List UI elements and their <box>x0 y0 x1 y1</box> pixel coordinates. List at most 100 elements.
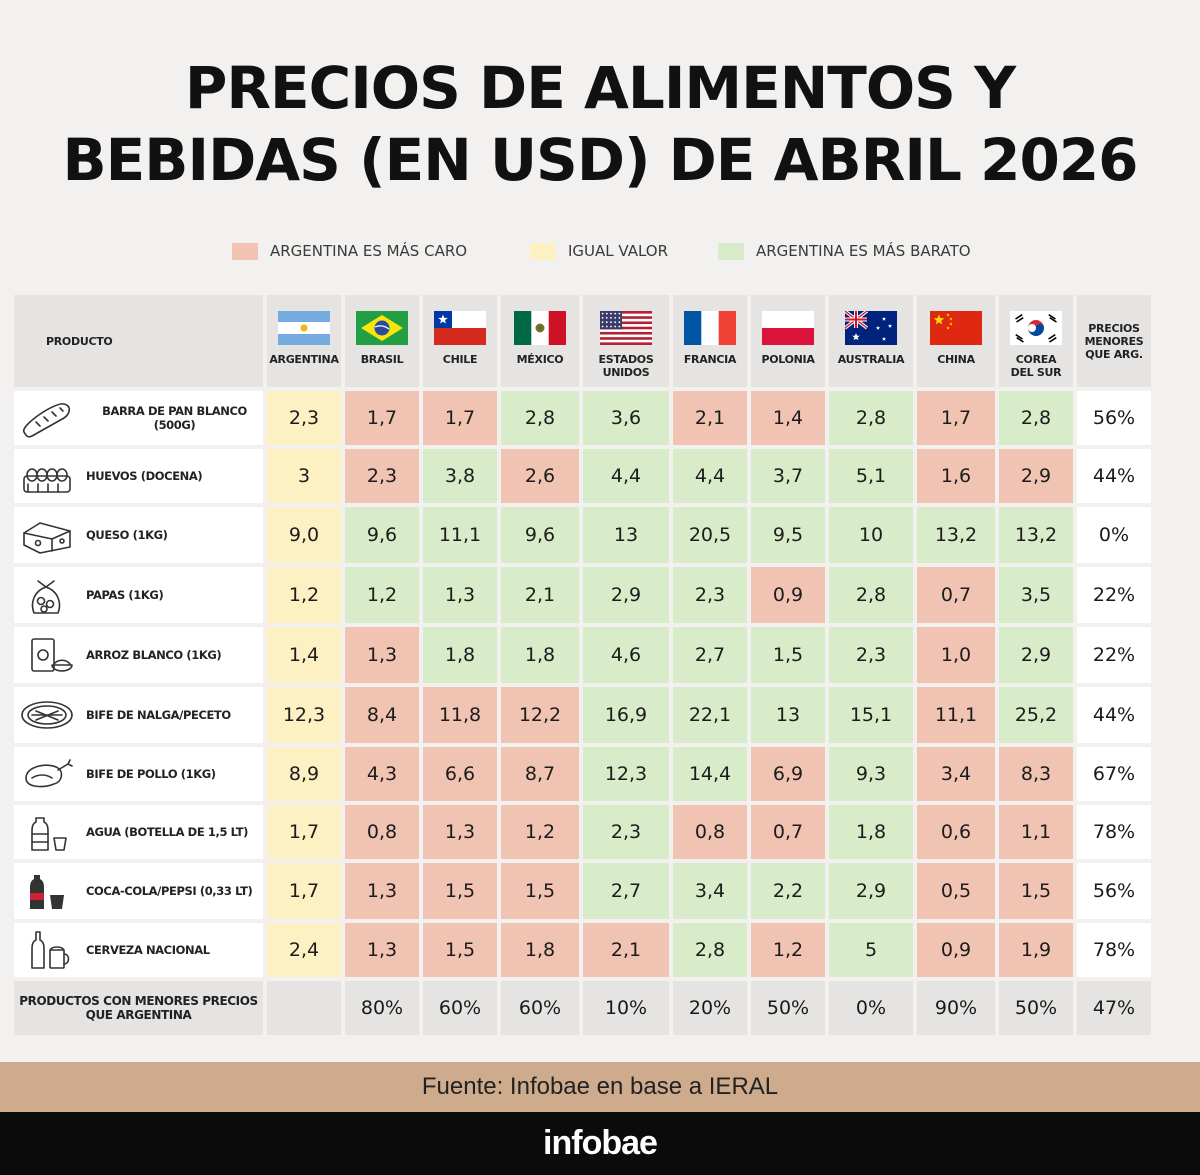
price-cell: 2,8 <box>501 391 579 445</box>
rice-icon <box>31 638 73 672</box>
price-cell: 1,7 <box>267 863 341 919</box>
price-cell: 9,6 <box>501 507 579 563</box>
price-cell: 8,9 <box>267 747 341 801</box>
lower-prices-header: PRECIOS MENORES QUE ARG. <box>1077 295 1151 387</box>
country-name: BRASIL <box>345 353 419 381</box>
country-header-1: BRASIL <box>345 295 419 387</box>
country-name: FRANCIA <box>673 353 747 381</box>
price-cell: 0,9 <box>917 923 995 977</box>
summary-label: PRODUCTOS CON MENORES PRECIOS QUE ARGENTI… <box>14 981 263 1035</box>
price-cell: 1,2 <box>345 567 419 623</box>
legend: ARGENTINA ES MÁS CARO IGUAL VALOR ARGENT… <box>0 238 1200 264</box>
usa-flag <box>600 311 652 345</box>
product-cell-content: HUEVOS (DOCENA) <box>14 454 263 498</box>
price-cell: 8,3 <box>999 747 1073 801</box>
price-cell: 2,8 <box>829 391 913 445</box>
product-cell-content: ARROZ BLANCO (1KG) <box>14 633 263 677</box>
price-cell: 1,2 <box>751 923 825 977</box>
product-cell-content: CERVEZA NACIONAL <box>14 928 263 972</box>
product-cell-content: COCA-COLA/PEPSI (0,33 LT) <box>14 869 263 913</box>
price-cell: 2,9 <box>829 863 913 919</box>
price-cell: 9,6 <box>345 507 419 563</box>
chile-flag <box>434 311 486 345</box>
country-name: MÉXICO <box>501 353 579 381</box>
product-cell-content: QUESO (1KG) <box>14 513 263 557</box>
price-cell: 1,1 <box>999 805 1073 859</box>
price-cell: 1,8 <box>501 627 579 683</box>
product-cell-content: BARRA DE PAN BLANCO (500G) <box>14 396 263 440</box>
summary-cell: 50% <box>751 981 825 1035</box>
summary-row: PRODUCTOS CON MENORES PRECIOS QUE ARGENTI… <box>14 981 1151 1035</box>
summary-cell: 60% <box>423 981 497 1035</box>
poland-flag <box>762 311 814 345</box>
country-header-3: MÉXICO <box>501 295 579 387</box>
price-cell: 13 <box>751 687 825 743</box>
country-header-4: ESTADOS UNIDOS <box>583 295 669 387</box>
price-cell: 2,7 <box>673 627 747 683</box>
product-cell: PAPAS (1KG) <box>14 567 263 623</box>
price-cell: 1,0 <box>917 627 995 683</box>
table-row: PAPAS (1KG) 1,2 1,2 1,3 2,1 2,9 2,3 0,9 2,8 0,7 3,… <box>14 567 1151 623</box>
meat-icon <box>21 701 73 729</box>
price-cell: 11,1 <box>917 687 995 743</box>
price-cell: 2,7 <box>583 863 669 919</box>
product-name: PAPAS (1KG) <box>86 588 164 602</box>
country-name: ARGENTINA <box>267 353 341 381</box>
country-name-line: ARGENTINA <box>269 353 339 366</box>
table-row: BIFE DE POLLO (1KG) 8,9 4,3 6,6 8,7 12,3 14,4 6… <box>14 747 1151 801</box>
argentina-flag <box>278 311 330 345</box>
price-cell: 13 <box>583 507 669 563</box>
product-name: BARRA DE PAN BLANCO (500G) <box>102 404 247 432</box>
source-bar: Fuente: Infobae en base a IERAL <box>0 1062 1200 1112</box>
product-cell: ARROZ BLANCO (1KG) <box>14 627 263 683</box>
table-row: AGUA (BOTELLA DE 1,5 LT) 1,7 0,8 1,3 1,2 2,3 0… <box>14 805 1151 859</box>
legend-item-caro: ARGENTINA ES MÁS CARO <box>232 238 467 264</box>
price-cell: 1,5 <box>501 863 579 919</box>
price-cell: 3,4 <box>917 747 995 801</box>
summary-label-line: QUE ARGENTINA <box>85 1008 192 1022</box>
country-name: CHILE <box>423 353 497 381</box>
product-name: AGUA (BOTELLA DE 1,5 LT) <box>86 825 248 839</box>
price-cell: 2,1 <box>583 923 669 977</box>
price-cell: 1,5 <box>423 863 497 919</box>
price-cell: 2,3 <box>829 627 913 683</box>
water-bottle-icon <box>31 817 67 851</box>
brand-footer: infobae <box>0 1112 1200 1175</box>
price-cell: 2,4 <box>267 923 341 977</box>
mexico-flag <box>514 311 566 345</box>
lower-prices-header-line: MENORES <box>1084 334 1144 348</box>
price-cell: 1,9 <box>999 923 1073 977</box>
brand-logo: infobae <box>543 1124 658 1162</box>
price-cell: 22,1 <box>673 687 747 743</box>
product-cell: BARRA DE PAN BLANCO (500G) <box>14 391 263 445</box>
summary-cell: 20% <box>673 981 747 1035</box>
price-cell: 0,7 <box>751 805 825 859</box>
table-body: BARRA DE PAN BLANCO (500G) 2,3 1,7 1,7 2,8 3,… <box>14 391 1151 1035</box>
table-row: ARROZ BLANCO (1KG) 1,4 1,3 1,8 1,8 4,6 2,7 1,5 2… <box>14 627 1151 683</box>
price-cell: 13,2 <box>999 507 1073 563</box>
potatoes-icon <box>31 580 61 614</box>
price-cell: 15,1 <box>829 687 913 743</box>
price-cell: 1,3 <box>345 627 419 683</box>
lower-prices-pct: 22% <box>1077 567 1151 623</box>
price-cell: 0,9 <box>751 567 825 623</box>
price-cell: 2,9 <box>999 449 1073 503</box>
country-header-5: FRANCIA <box>673 295 747 387</box>
country-name-line: MÉXICO <box>516 353 564 366</box>
price-cell: 2,3 <box>583 805 669 859</box>
price-cell: 1,2 <box>267 567 341 623</box>
price-cell: 8,4 <box>345 687 419 743</box>
product-cell: AGUA (BOTELLA DE 1,5 LT) <box>14 805 263 859</box>
price-cell: 2,1 <box>673 391 747 445</box>
table-row: BARRA DE PAN BLANCO (500G) 2,3 1,7 1,7 2,8 3,… <box>14 391 1151 445</box>
product-name: BIFE DE POLLO (1KG) <box>86 767 216 781</box>
bread-icon <box>23 403 71 438</box>
cheese-icon <box>23 522 71 554</box>
price-cell: 2,3 <box>673 567 747 623</box>
country-name-line: COREA <box>1015 353 1057 366</box>
price-cell: 20,5 <box>673 507 747 563</box>
product-name: CERVEZA NACIONAL <box>86 943 210 957</box>
brazil-flag <box>356 311 408 345</box>
price-cell: 4,3 <box>345 747 419 801</box>
country-name-line: BRASIL <box>360 353 404 366</box>
